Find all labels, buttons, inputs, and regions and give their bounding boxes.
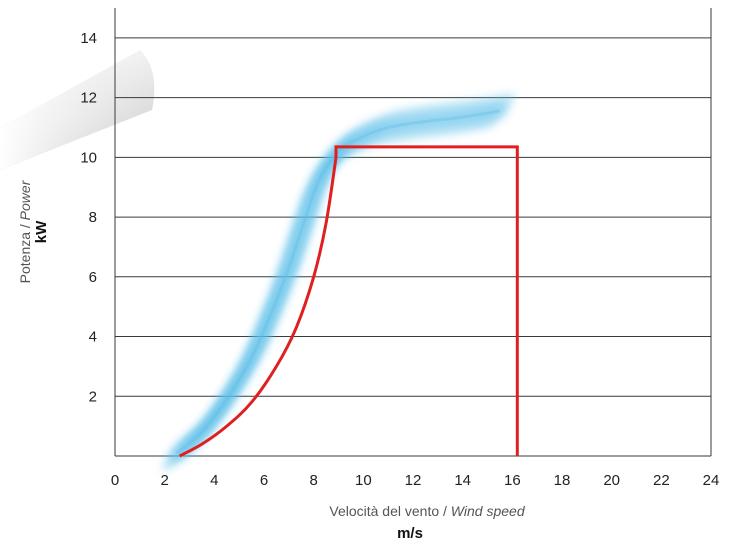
y-axis-label: Potenza / Power: [17, 179, 33, 283]
y-tick-label-10: 10: [80, 149, 97, 166]
x-tick-label-24: 24: [703, 472, 720, 489]
x-tick-label-2: 2: [160, 472, 168, 489]
band-stroke-8: [185, 92, 517, 443]
y-tick-label-8: 8: [89, 209, 97, 226]
y-tick-label-2: 2: [89, 388, 97, 405]
y-tick-label-6: 6: [89, 269, 97, 286]
x-tick-label-18: 18: [554, 472, 571, 489]
x-axis-label-sep: /: [439, 503, 451, 519]
x-tick-label-6: 6: [260, 472, 268, 489]
x-tick-label-22: 22: [653, 472, 670, 489]
y-tick-label-14: 14: [80, 30, 97, 47]
decorative-blade: [0, 50, 155, 170]
y-axis-label-en: Power: [17, 179, 33, 220]
x-tick-label-4: 4: [210, 472, 218, 489]
x-tick-label-0: 0: [111, 472, 119, 489]
x-axis-label-it: Velocità del vento: [329, 503, 439, 519]
power-curve-line: [178, 145, 519, 458]
x-tick-label-10: 10: [355, 472, 372, 489]
x-tick-label-20: 20: [603, 472, 620, 489]
x-axis-unit: m/s: [397, 525, 423, 542]
x-axis-label-en: Wind speed: [451, 503, 526, 519]
x-tick-label-12: 12: [405, 472, 422, 489]
measured-power-band: [160, 92, 517, 473]
x-tick-labels: 0 2 4 6 8 10 12 14 16 18 20 22 24: [111, 472, 720, 489]
band-center-line: [176, 109, 501, 455]
y-tick-labels: 2 4 6 8 10 12 14: [80, 30, 97, 405]
y-axis-unit: kW: [33, 220, 50, 243]
grid-lines: [115, 37, 711, 397]
y-axis-label-it: Potenza: [17, 232, 33, 284]
x-tick-label-14: 14: [454, 472, 471, 489]
x-tick-label-16: 16: [504, 472, 521, 489]
axes: [114, 8, 712, 457]
x-tick-label-8: 8: [309, 472, 317, 489]
y-tick-label-12: 12: [80, 90, 97, 107]
y-tick-label-4: 4: [89, 329, 97, 346]
power-curve-series: [178, 145, 519, 458]
y-axis-label-sep: /: [17, 220, 33, 232]
x-axis-label: Velocità del vento / Wind speed: [329, 503, 525, 519]
